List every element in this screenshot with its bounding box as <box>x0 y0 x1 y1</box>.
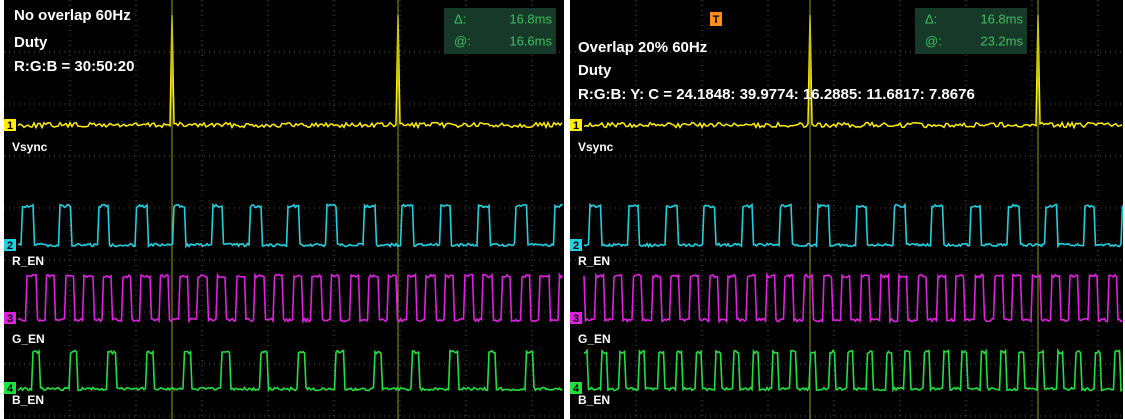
trigger-label: T <box>713 14 720 26</box>
subtitle: Duty <box>578 62 612 79</box>
channel-number: 3 <box>573 313 579 325</box>
channel-number: 2 <box>573 240 579 252</box>
title: No overlap 60Hz <box>14 7 131 24</box>
scope-panel: T Overlap 20% 60Hz Duty R:G:B: Y: C = 24… <box>570 0 1123 419</box>
cursor-label: @: <box>454 33 471 48</box>
cursor-value: 23.2ms <box>980 33 1023 48</box>
channel-number: 4 <box>573 383 580 395</box>
cursor-label: @: <box>925 33 942 48</box>
channel-name: G_EN <box>12 332 45 346</box>
cursor-label: Δ: <box>925 11 937 26</box>
ratio: R:G:B = 30:50:20 <box>14 58 134 75</box>
panel-bg <box>570 0 1123 419</box>
scope-panel: No overlap 60Hz Duty R:G:B = 30:50:20 Δ:… <box>4 0 564 419</box>
cursor-value: 16.6ms <box>509 33 552 48</box>
channel-name: Vsync <box>578 140 614 154</box>
channel-number: 1 <box>7 120 13 132</box>
cursor-value: 16.8ms <box>509 11 552 26</box>
channel-name: B_EN <box>578 393 610 407</box>
channel-name: R_EN <box>12 254 44 268</box>
cursor-label: Δ: <box>454 11 466 26</box>
title: Overlap 20% 60Hz <box>578 39 707 56</box>
channel-number: 3 <box>7 313 13 325</box>
scope-figure: No overlap 60Hz Duty R:G:B = 30:50:20 Δ:… <box>0 0 1125 419</box>
channel-number: 2 <box>7 240 13 252</box>
channel-number: 1 <box>573 120 579 132</box>
channel-name: R_EN <box>578 254 610 268</box>
subtitle: Duty <box>14 34 48 51</box>
channel-number: 4 <box>7 383 14 395</box>
channel-name: B_EN <box>12 393 44 407</box>
cursor-value: 16.8ms <box>980 11 1023 26</box>
channel-name: Vsync <box>12 140 48 154</box>
ratio: R:G:B: Y: C = 24.1848: 39.9774: 16.2885:… <box>578 86 975 103</box>
channel-name: G_EN <box>578 332 611 346</box>
